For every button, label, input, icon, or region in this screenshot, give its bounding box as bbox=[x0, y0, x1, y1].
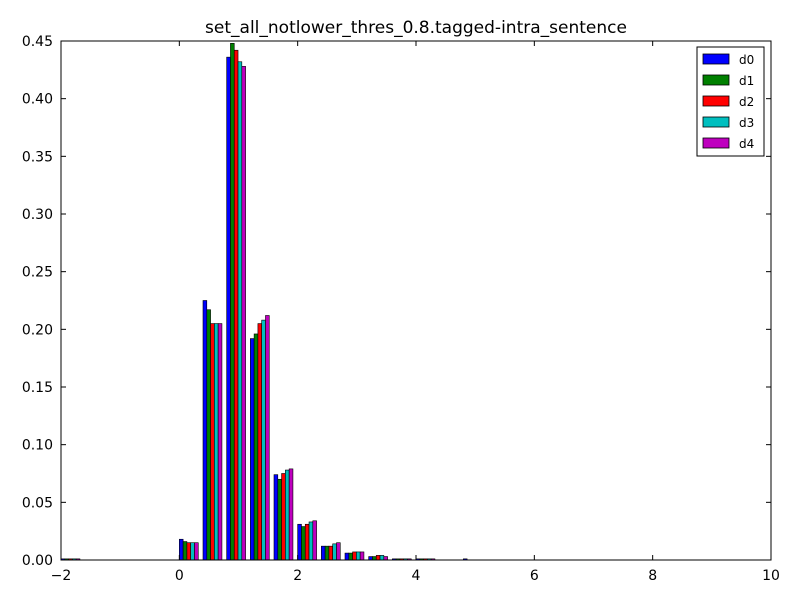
y-tick-label: 0.35 bbox=[22, 149, 53, 165]
legend-label-d4: d4 bbox=[739, 137, 754, 151]
legend-label-d2: d2 bbox=[739, 95, 754, 109]
bar-d0-bin-7 bbox=[226, 56, 231, 561]
x-tick-label: 6 bbox=[530, 568, 539, 584]
bar-d3-bin-5 bbox=[190, 542, 195, 561]
y-tick-label: 0.20 bbox=[22, 322, 53, 338]
y-tick-label: 0.10 bbox=[22, 438, 53, 454]
legend-swatch-d0 bbox=[702, 53, 730, 65]
legend-label-d1: d1 bbox=[739, 74, 754, 88]
bar-d4-bin-5 bbox=[194, 542, 199, 561]
legend-swatch-d3 bbox=[702, 116, 730, 128]
x-tick-label: 4 bbox=[412, 568, 421, 584]
bar-d2-bin-6 bbox=[210, 323, 215, 561]
legend-swatch-d2 bbox=[702, 95, 730, 107]
bar-d0-bin-12 bbox=[344, 552, 350, 561]
y-tick-label: 0.15 bbox=[22, 380, 53, 396]
plot-frame bbox=[60, 40, 772, 561]
legend-label-d3: d3 bbox=[739, 116, 754, 130]
y-tick-label: 0.40 bbox=[22, 92, 53, 108]
bar-d1-bin-6 bbox=[206, 309, 211, 561]
bar-d3-bin-7 bbox=[237, 61, 243, 561]
x-tick-label: −2 bbox=[51, 568, 72, 584]
bar-d0-bin-10 bbox=[297, 523, 302, 561]
bar-d4-bin-6 bbox=[217, 323, 223, 561]
bar-d0-bin-11 bbox=[321, 545, 326, 561]
x-tick-label: 10 bbox=[762, 568, 780, 584]
bar-d4-bin-11 bbox=[336, 542, 341, 561]
bar-d3-bin-10 bbox=[308, 521, 314, 561]
legend-label-d0: d0 bbox=[739, 53, 754, 67]
bar-d2-bin-11 bbox=[328, 545, 334, 561]
y-tick-label: 0.45 bbox=[22, 34, 53, 50]
y-tick-label: 0.05 bbox=[22, 495, 53, 511]
bar-d3-bin-13 bbox=[379, 555, 385, 561]
bars-group bbox=[60, 43, 468, 561]
x-tick-label: 0 bbox=[175, 568, 184, 584]
bar-d1-bin-5 bbox=[182, 541, 188, 561]
x-tick-label: 8 bbox=[648, 568, 657, 584]
legend: d0 d1 d2 d3 d4 bbox=[696, 46, 765, 157]
chart-title: set_all_notlower_thres_0.8.tagged-intra_… bbox=[205, 18, 627, 38]
bar-d1-bin-7 bbox=[230, 43, 235, 561]
bar-d0-bin-9 bbox=[273, 474, 279, 561]
bar-d1-bin-11 bbox=[324, 545, 330, 561]
bar-d0-bin-5 bbox=[179, 538, 184, 561]
bar-d4-bin-13 bbox=[383, 556, 388, 561]
bar-d2-bin-7 bbox=[233, 49, 239, 561]
bar-d0-bin-13 bbox=[368, 556, 373, 561]
y-tick-label: 0.25 bbox=[22, 265, 53, 281]
bar-d1-bin-13 bbox=[372, 556, 377, 561]
bar-d4-bin-7 bbox=[241, 66, 246, 561]
bar-d3-bin-11 bbox=[332, 543, 337, 561]
bar-d4-bin-10 bbox=[312, 520, 317, 561]
x-tick-label: 2 bbox=[293, 568, 302, 584]
legend-swatch-d1 bbox=[702, 74, 730, 86]
bar-d3-bin-12 bbox=[356, 551, 361, 561]
bar-d2-bin-12 bbox=[352, 551, 357, 561]
bar-d1-bin-12 bbox=[348, 552, 353, 561]
bar-d2-bin-5 bbox=[186, 542, 192, 561]
bar-d0-bin-6 bbox=[202, 300, 208, 561]
bar-d0-bin-8 bbox=[250, 338, 255, 561]
axis-ticks: −2 0 2 4 6 8 10 0.00 0.05 0.10 0.15 0.20 0.25 0.30 0.3… bbox=[22, 34, 780, 584]
bar-d3-bin-9 bbox=[285, 469, 290, 561]
bar-d2-bin-8 bbox=[257, 323, 263, 561]
bar-d2-bin-9 bbox=[281, 473, 286, 561]
bar-d2-bin-13 bbox=[375, 555, 381, 561]
bar-d3-bin-6 bbox=[214, 323, 219, 561]
bar-d1-bin-8 bbox=[253, 333, 259, 561]
bar-d4-bin-12 bbox=[359, 551, 365, 561]
bar-d1-bin-9 bbox=[277, 478, 282, 561]
legend-swatch-d4 bbox=[702, 137, 730, 149]
bar-d4-bin-9 bbox=[288, 468, 294, 561]
y-tick-label: 0.30 bbox=[22, 207, 53, 223]
bar-d1-bin-10 bbox=[301, 526, 306, 561]
bar-d2-bin-10 bbox=[304, 523, 310, 561]
bar-d3-bin-8 bbox=[261, 319, 266, 561]
y-tick-label: 0.00 bbox=[22, 553, 53, 569]
bar-d4-bin-8 bbox=[265, 315, 270, 561]
